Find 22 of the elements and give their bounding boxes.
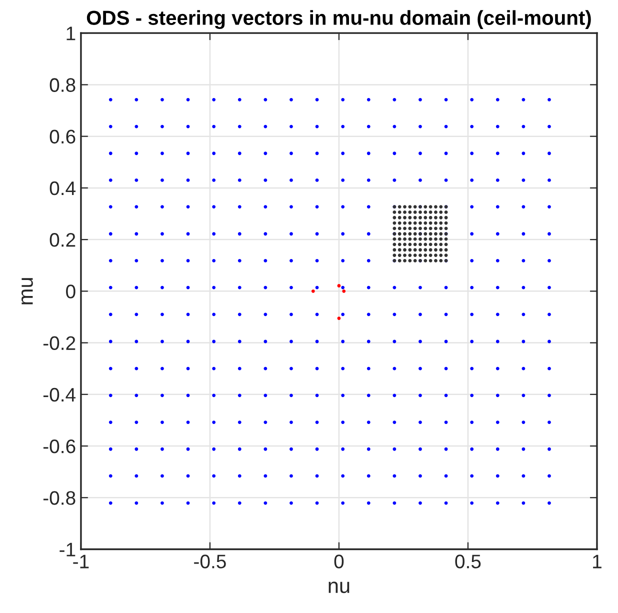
x-tick-label: 0 — [334, 554, 344, 568]
chart-title: ODS - steering vectors in mu-nu domain (ceil-mount) — [86, 10, 591, 30]
y-tick-label: 0.8 — [50, 78, 76, 92]
y-tick-label: -0.2 — [43, 336, 76, 350]
y-tick-label: -1 — [60, 542, 76, 556]
y-axis-title: mu — [22, 278, 33, 304]
y-tick-label: 0.6 — [50, 130, 76, 144]
y-tick-label: 0.2 — [50, 233, 76, 247]
y-tick-label: 0 — [66, 284, 76, 298]
y-tick-label: -0.4 — [43, 388, 76, 402]
y-tick-label: 1 — [66, 26, 76, 40]
y-tick-label: 0.4 — [50, 181, 76, 196]
x-tick-label: -0.5 — [194, 554, 226, 568]
point — [311, 289, 315, 293]
x-tick-label: 0.5 — [455, 554, 481, 568]
x-tick-label: 1 — [593, 554, 602, 568]
y-tick-label: -0.8 — [43, 491, 76, 505]
point — [342, 289, 346, 293]
point — [337, 284, 341, 288]
x-axis-title: nu — [328, 582, 350, 594]
point — [337, 316, 341, 320]
y-tick-label: -0.6 — [43, 439, 76, 454]
